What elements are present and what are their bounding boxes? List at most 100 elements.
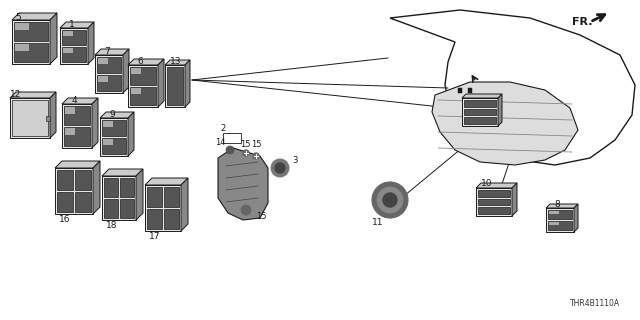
Bar — [65, 107, 76, 114]
Bar — [12, 100, 48, 136]
Bar — [75, 170, 91, 190]
Circle shape — [275, 163, 285, 173]
Bar — [165, 65, 185, 107]
Bar — [164, 187, 179, 207]
Bar — [130, 67, 156, 85]
Bar — [14, 22, 48, 41]
Bar — [549, 222, 559, 225]
Bar — [546, 208, 574, 232]
Text: FR.: FR. — [572, 17, 593, 27]
Text: THR4B1110A: THR4B1110A — [570, 299, 620, 308]
Polygon shape — [574, 204, 578, 232]
Text: 7: 7 — [104, 46, 110, 55]
Polygon shape — [102, 169, 143, 176]
Bar — [476, 188, 512, 216]
Bar — [64, 127, 90, 146]
Bar — [57, 192, 73, 212]
Bar — [12, 20, 50, 64]
Text: 10: 10 — [481, 179, 493, 188]
Polygon shape — [181, 178, 188, 231]
Bar — [223, 133, 241, 143]
Bar — [130, 87, 156, 105]
Polygon shape — [158, 59, 164, 107]
Polygon shape — [55, 161, 100, 168]
Polygon shape — [62, 98, 98, 104]
Bar — [46, 116, 50, 121]
Bar — [464, 109, 496, 115]
Polygon shape — [10, 92, 56, 98]
Polygon shape — [390, 10, 635, 165]
Polygon shape — [498, 94, 502, 126]
Polygon shape — [95, 49, 129, 55]
Bar — [464, 117, 496, 124]
Circle shape — [226, 146, 234, 154]
Bar — [98, 58, 108, 64]
Bar — [548, 210, 572, 219]
Bar — [120, 178, 134, 197]
Polygon shape — [432, 82, 578, 165]
Polygon shape — [92, 98, 98, 148]
Text: 5: 5 — [15, 12, 21, 21]
Circle shape — [253, 153, 259, 159]
Bar — [458, 88, 462, 93]
Bar — [62, 30, 86, 45]
Bar — [167, 67, 183, 105]
Bar — [462, 98, 498, 126]
Bar — [131, 88, 141, 94]
Bar — [75, 192, 91, 212]
Polygon shape — [128, 112, 134, 156]
Bar — [147, 187, 162, 207]
Circle shape — [383, 193, 397, 207]
Bar — [100, 118, 128, 156]
Polygon shape — [476, 183, 517, 188]
Text: 15: 15 — [256, 212, 266, 220]
Text: 1: 1 — [69, 20, 75, 28]
Bar — [63, 31, 72, 36]
Bar — [464, 100, 496, 107]
Polygon shape — [218, 148, 268, 220]
Bar — [548, 221, 572, 230]
Bar — [468, 88, 472, 93]
Polygon shape — [100, 112, 134, 118]
Bar — [10, 98, 50, 138]
Polygon shape — [60, 22, 94, 28]
Polygon shape — [50, 92, 56, 138]
Bar — [60, 28, 88, 64]
Bar — [104, 199, 118, 218]
Polygon shape — [546, 204, 578, 208]
Bar — [478, 207, 510, 214]
Bar — [102, 176, 136, 220]
Text: 15: 15 — [251, 140, 261, 148]
Polygon shape — [136, 169, 143, 220]
Polygon shape — [88, 22, 94, 64]
Bar — [62, 47, 86, 62]
Bar — [147, 209, 162, 229]
Text: 6: 6 — [137, 57, 143, 66]
Bar — [62, 104, 92, 148]
Polygon shape — [145, 178, 188, 185]
Bar — [131, 68, 141, 74]
Circle shape — [241, 205, 251, 215]
Text: 3: 3 — [292, 156, 298, 164]
Text: 12: 12 — [10, 90, 21, 99]
Text: 11: 11 — [372, 218, 383, 227]
Circle shape — [271, 159, 289, 177]
Bar — [102, 120, 126, 136]
Bar — [478, 199, 510, 205]
Bar — [95, 55, 123, 93]
Text: 18: 18 — [106, 220, 118, 229]
Polygon shape — [93, 161, 100, 214]
Circle shape — [243, 150, 249, 156]
Text: 17: 17 — [149, 231, 161, 241]
Polygon shape — [512, 183, 517, 216]
Text: 9: 9 — [109, 109, 115, 118]
Bar — [128, 65, 158, 107]
Bar — [15, 44, 29, 51]
Text: 4: 4 — [71, 95, 77, 105]
Polygon shape — [462, 94, 502, 98]
Bar — [549, 211, 559, 214]
Text: 15: 15 — [240, 140, 250, 148]
Text: 16: 16 — [60, 214, 71, 223]
Bar — [63, 48, 72, 53]
Circle shape — [372, 182, 408, 218]
